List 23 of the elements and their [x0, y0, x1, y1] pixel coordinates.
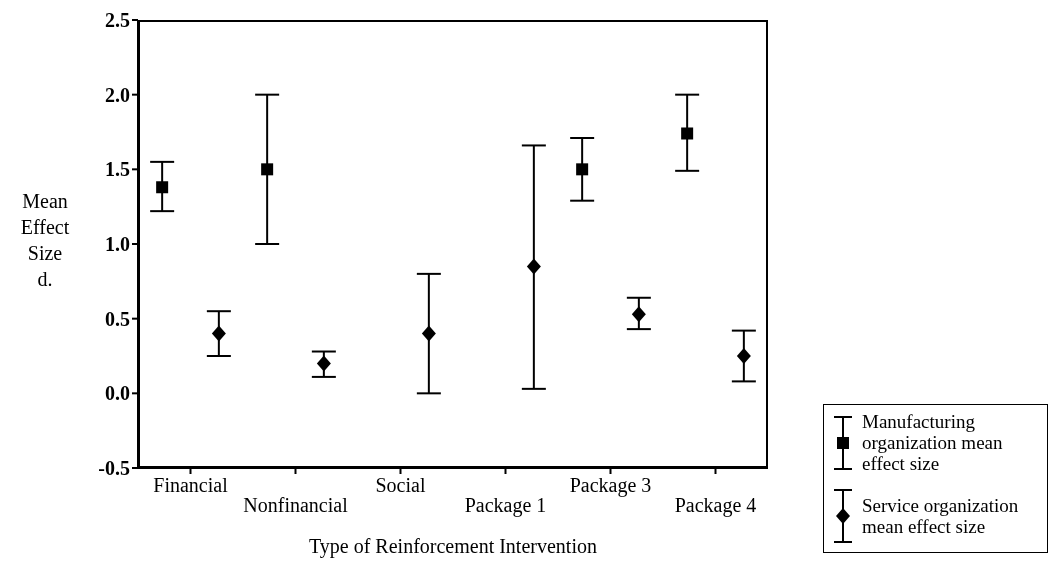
x-tick-label: Financial: [153, 474, 229, 496]
legend-label: Service organization mean effect size: [862, 495, 1020, 537]
y-tick-label: 0.5: [105, 307, 130, 330]
y-tick-label: 2.0: [105, 83, 130, 106]
y-tick-label: -0.5: [98, 457, 130, 480]
x-tick-label: Nonfinancial: [243, 494, 349, 516]
x-tick-label: Package 1: [464, 494, 547, 517]
y-tick-label: 0.0: [105, 382, 130, 405]
x-axis-title: Type of Reinforcement Intervention: [309, 535, 597, 558]
point: [631, 306, 646, 323]
y-tick-label: 2.5: [105, 9, 130, 32]
x-tick-label: Package 3: [569, 474, 652, 497]
x-tick-label: Social: [375, 474, 426, 496]
legend-label: Manufacturing organization mean effect size: [862, 411, 1004, 474]
point: [211, 325, 226, 342]
x-tick-label: Package 4: [674, 494, 757, 517]
point: [421, 325, 436, 342]
point: [316, 355, 331, 372]
y-tick-label: 1.0: [105, 233, 130, 256]
point: [526, 258, 541, 275]
point: [736, 348, 751, 364]
y-axis-title: Mean Effect Size d.: [19, 189, 71, 292]
y-tick-label: 1.5: [105, 158, 130, 181]
